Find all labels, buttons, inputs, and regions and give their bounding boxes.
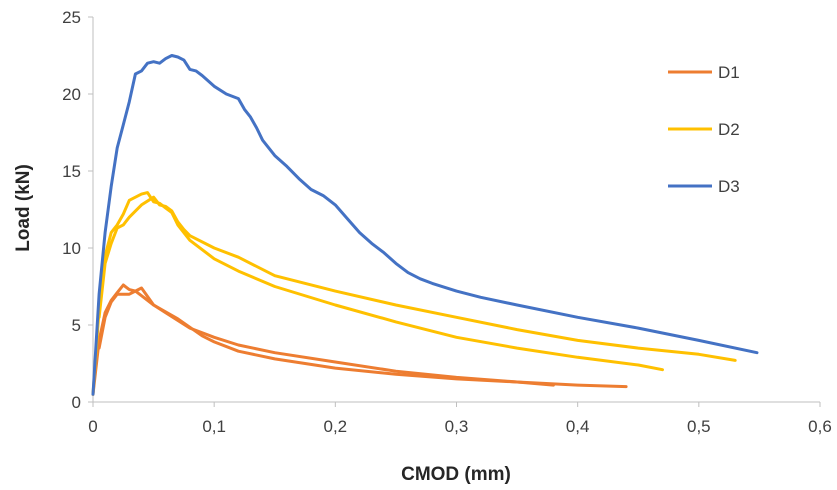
x-tick-label: 0,6	[808, 417, 832, 436]
series-line-d1	[97, 286, 628, 389]
y-tick-label: 0	[72, 393, 81, 412]
series-line-d2	[97, 195, 737, 362]
y-tick-label: 25	[62, 8, 81, 27]
series-line-d3	[91, 54, 759, 396]
y-tick-label: 15	[62, 162, 81, 181]
legend: D1 D2 D3	[668, 63, 740, 196]
series-layer	[91, 54, 759, 396]
legend-label-d3: D3	[718, 177, 740, 196]
x-tick-label: 0	[88, 417, 97, 436]
x-tick-label: 0,3	[445, 417, 469, 436]
x-tick-label: 0,4	[566, 417, 590, 436]
x-tick-label: 0,5	[687, 417, 711, 436]
legend-label-d1: D1	[718, 63, 740, 82]
y-axis-title: Load (kN)	[13, 164, 34, 252]
x-tick-label: 0,2	[324, 417, 348, 436]
ticks: 0 5 10 15 20 25 0 0,1 0,2 0,3 0,4 0,5 0,6	[62, 8, 832, 436]
x-axis-title: CMOD (mm)	[401, 464, 511, 485]
legend-label-d2: D2	[718, 120, 740, 139]
y-tick-label: 20	[62, 85, 81, 104]
x-tick-label: 0,1	[202, 417, 226, 436]
y-tick-label: 10	[62, 239, 81, 258]
y-tick-label: 5	[72, 316, 81, 335]
